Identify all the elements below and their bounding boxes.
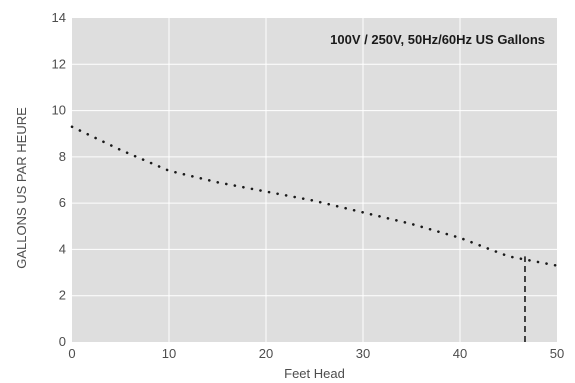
y-tick-label: 10 (52, 103, 66, 118)
data-series (70, 125, 559, 342)
y-axis-ticks: 0 2 4 6 8 10 12 14 (52, 10, 66, 349)
y-tick-label: 2 (59, 288, 66, 303)
x-tick-label: 40 (453, 346, 467, 361)
y-tick-label: 0 (59, 334, 66, 349)
y-tick-label: 4 (59, 241, 66, 256)
x-tick-label: 30 (356, 346, 370, 361)
y-tick-label: 8 (59, 149, 66, 164)
x-axis-label: Feet Head (284, 366, 345, 381)
x-axis-ticks: 0 10 20 30 40 50 (68, 346, 564, 361)
x-tick-label: 50 (550, 346, 564, 361)
chart-title: 100V / 250V, 50Hz/60Hz US Gallons (330, 32, 545, 47)
x-tick-label: 20 (259, 346, 273, 361)
y-axis-label: GALLONS US PAR HEURE (14, 107, 29, 269)
y-tick-label: 6 (59, 195, 66, 210)
grid-lines (72, 18, 557, 342)
plot-area (72, 18, 557, 342)
x-tick-label: 10 (162, 346, 176, 361)
y-tick-label: 12 (52, 56, 66, 71)
x-tick-label: 0 (68, 346, 75, 361)
y-tick-label: 14 (52, 10, 66, 25)
